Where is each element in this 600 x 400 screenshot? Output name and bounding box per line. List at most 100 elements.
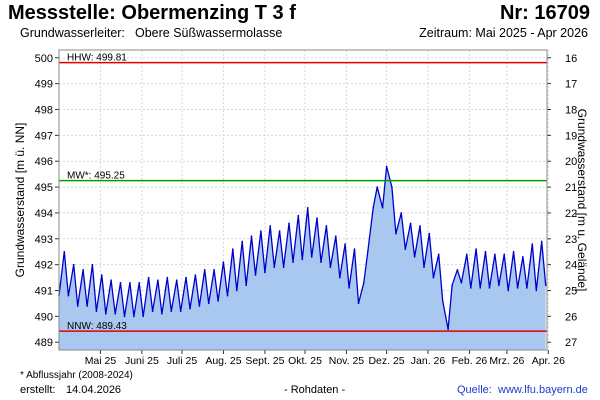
y2-tick-label: 19 [565,130,577,142]
data-point [245,284,247,287]
period-label: Zeitraum: Mai 2025 - Apr 2026 [419,26,588,40]
axes: 489 490 491 492 493 494 495 496 497 498 499 500 16 17… [13,53,589,367]
data-point [376,186,379,188]
source-label: Quelle: [457,384,492,396]
data-point [339,276,341,279]
data-point [409,222,412,225]
data-point [297,214,300,217]
data-point [441,300,444,302]
data-point [488,287,491,289]
data-point [428,232,431,235]
y-tick-label: 492 [35,260,53,272]
ref-label-nnw: NNW: 489.43 [67,321,127,332]
x-tick-label: Dez. 25 [368,355,404,367]
data-point [63,250,66,253]
data-point [432,276,435,279]
created-date: 14.04.2026 [66,384,122,396]
ref-label-mw: MW*: 495.25 [67,171,125,182]
data-point [367,250,369,253]
y2-tick-label: 23 [565,234,577,246]
y-tick-label: 494 [35,208,53,220]
data-point [198,305,201,307]
data-point [531,243,534,245]
data-point [400,212,403,214]
data-point [507,289,510,292]
footnote: * Abflussjahr (2008-2024) [20,370,133,381]
y-tick-label: 499 [35,79,53,91]
data-point [95,310,98,313]
y-tick-label: 500 [35,53,53,65]
data-point [114,313,116,315]
data-point [348,287,350,289]
data-point [357,302,360,305]
data-point [82,269,84,271]
reference-lines: HHW: 499.81 MW*: 495.25 NNW: 489.43 [59,53,547,332]
aquifer-value: Obere Süßwassermolasse [135,26,283,40]
data-point [91,263,94,266]
data-point [413,256,416,258]
data-point [310,256,313,258]
x-tick-label: Okt. 25 [288,355,322,367]
data-point [479,287,482,289]
source-link[interactable]: www.lfu.bayern.de [498,384,588,396]
x-tick-label: Apr. 26 [532,355,565,367]
station-title: Messstelle: Obermenzing T 3 f [8,2,296,24]
y-tick-label: 496 [35,156,53,168]
data-point [404,248,407,250]
data-point [86,305,88,307]
data-point [353,248,356,250]
data-point [138,282,140,284]
y2-axis-title: Grundwasserstand [m u. Gelände] [575,109,589,292]
y-tick-label: 490 [35,311,53,323]
data-point [363,282,365,284]
data-point [344,243,346,245]
data-point [217,300,219,302]
y-tick-label: 491 [35,286,53,298]
data-point [278,230,281,232]
data-point [123,315,126,318]
data-point [494,253,496,256]
data-point [250,235,253,237]
data-point [175,279,178,282]
data-point [133,315,135,318]
data-point [395,232,397,235]
station-number: Nr: 16709 [499,2,590,24]
data-point [419,225,421,227]
y2-tick-label: 16 [565,53,577,65]
data-point [241,240,243,243]
y2-tick-label: 26 [565,311,577,323]
data-point [166,276,169,279]
y2-tick-label: 21 [565,182,577,194]
data-layer [58,165,547,350]
y-tick-label: 489 [35,337,53,349]
x-tick-label: Mai 25 [85,355,117,367]
data-point [451,284,453,287]
data-point [498,284,500,287]
data-point [105,313,107,315]
data-point [110,279,112,282]
data-point [484,250,487,253]
data-point [226,294,229,297]
data-point [466,253,468,256]
data-point [526,287,528,289]
data-point [232,248,234,250]
y2-tick-label: 22 [565,208,577,220]
data-point [381,207,384,209]
data-point [385,165,388,168]
data-point [329,266,332,269]
data-point [316,217,318,219]
data-point [203,269,206,271]
data-point [67,294,70,297]
plot-frame [58,49,548,351]
y2-tick-label: 24 [565,260,577,272]
data-point [516,287,519,289]
data-point [288,222,290,225]
data-point [207,302,210,305]
data-point [185,276,187,279]
data-point [470,287,472,289]
data-point [456,269,459,271]
y2-tick-label: 20 [565,156,577,168]
data-point [72,263,75,266]
y2-tick-label: 27 [565,337,577,349]
data-point [544,284,547,287]
